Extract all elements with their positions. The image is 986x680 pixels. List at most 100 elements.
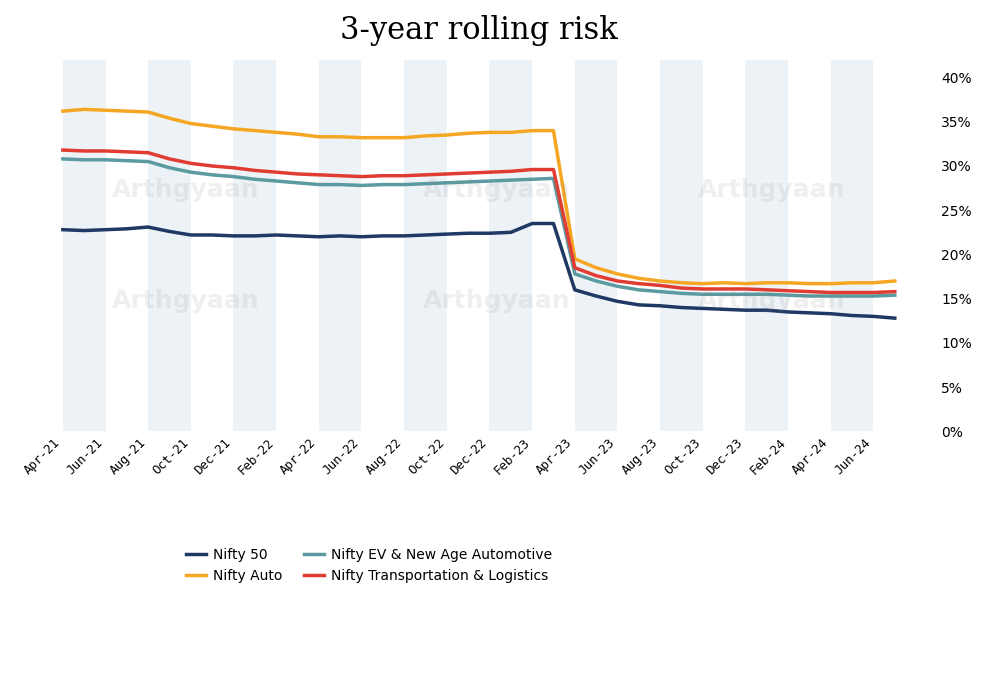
Bar — [403, 60, 447, 431]
Nifty EV & New Age Automotive — [824, 292, 836, 300]
Nifty 50 — [377, 232, 388, 240]
Nifty EV & New Age Automotive — [674, 289, 686, 297]
Nifty Transportation & Logistics — [739, 285, 750, 293]
Nifty EV & New Age Automotive — [248, 175, 260, 184]
Nifty EV & New Age Automotive — [654, 288, 666, 296]
Nifty Transportation & Logistics — [803, 288, 814, 296]
Nifty Auto — [824, 279, 836, 288]
Nifty 50 — [632, 301, 644, 309]
Bar — [318, 60, 361, 431]
Nifty Transportation & Logistics — [845, 288, 857, 296]
Nifty EV & New Age Automotive — [355, 182, 367, 190]
Nifty 50 — [483, 229, 495, 237]
Nifty 50 — [100, 226, 111, 234]
Nifty EV & New Age Automotive — [228, 173, 240, 181]
Nifty Transportation & Logistics — [632, 279, 644, 288]
Nifty Auto — [121, 107, 133, 115]
Nifty Auto — [313, 133, 324, 141]
Nifty Auto — [611, 270, 623, 278]
Nifty Auto — [696, 279, 708, 288]
Nifty Auto — [483, 129, 495, 137]
Nifty Transportation & Logistics — [461, 169, 473, 177]
Nifty Auto — [397, 133, 409, 141]
Nifty Transportation & Logistics — [377, 171, 388, 180]
Nifty EV & New Age Automotive — [888, 291, 900, 299]
Nifty 50 — [505, 228, 517, 237]
Nifty EV & New Age Automotive — [377, 180, 388, 188]
Nifty Auto — [419, 132, 431, 140]
Nifty Transportation & Logistics — [248, 167, 260, 175]
Nifty Auto — [78, 105, 90, 114]
Nifty 50 — [441, 230, 453, 238]
Nifty EV & New Age Automotive — [867, 292, 879, 300]
Nifty Transportation & Logistics — [590, 271, 601, 279]
Nifty EV & New Age Automotive — [718, 290, 730, 299]
Nifty EV & New Age Automotive — [590, 277, 601, 285]
Nifty Transportation & Logistics — [57, 146, 69, 154]
Text: Arthgyaan: Arthgyaan — [697, 290, 845, 313]
Nifty Transportation & Logistics — [397, 171, 409, 180]
Bar — [830, 60, 873, 431]
Nifty Auto — [270, 129, 282, 137]
Bar — [660, 60, 702, 431]
Nifty EV & New Age Automotive — [313, 180, 324, 188]
Nifty Transportation & Logistics — [867, 288, 879, 296]
Nifty EV & New Age Automotive — [611, 282, 623, 290]
Nifty Transportation & Logistics — [121, 148, 133, 156]
Nifty EV & New Age Automotive — [739, 290, 750, 299]
Text: Arthgyaan: Arthgyaan — [112, 290, 259, 313]
Nifty EV & New Age Automotive — [632, 286, 644, 294]
Nifty Transportation & Logistics — [782, 287, 794, 295]
Nifty 50 — [248, 232, 260, 240]
Nifty Auto — [184, 120, 196, 128]
Nifty 50 — [590, 292, 601, 300]
Line: Nifty Transportation & Logistics: Nifty Transportation & Logistics — [63, 150, 894, 292]
Nifty Transportation & Logistics — [78, 147, 90, 155]
Nifty EV & New Age Automotive — [164, 164, 176, 172]
Line: Nifty EV & New Age Automotive: Nifty EV & New Age Automotive — [63, 159, 894, 296]
Nifty Auto — [206, 122, 218, 131]
Nifty 50 — [718, 305, 730, 313]
Nifty Transportation & Logistics — [888, 288, 900, 296]
Nifty 50 — [206, 231, 218, 239]
Nifty 50 — [803, 309, 814, 317]
Nifty Transportation & Logistics — [184, 159, 196, 167]
Line: Nifty 50: Nifty 50 — [63, 224, 894, 318]
Nifty 50 — [867, 312, 879, 320]
Nifty 50 — [57, 226, 69, 234]
Nifty Auto — [355, 133, 367, 141]
Nifty Auto — [654, 277, 666, 285]
Nifty Auto — [526, 126, 537, 135]
Nifty Transportation & Logistics — [674, 284, 686, 292]
Nifty EV & New Age Automotive — [760, 290, 772, 299]
Nifty 50 — [845, 311, 857, 320]
Text: Arthgyaan: Arthgyaan — [112, 178, 259, 202]
Nifty EV & New Age Automotive — [568, 270, 580, 278]
Nifty Auto — [441, 131, 453, 139]
Nifty 50 — [461, 229, 473, 237]
Nifty EV & New Age Automotive — [397, 180, 409, 188]
Nifty Transportation & Logistics — [824, 288, 836, 296]
Nifty 50 — [547, 220, 559, 228]
Nifty 50 — [739, 306, 750, 314]
Nifty 50 — [526, 220, 537, 228]
Nifty Transportation & Logistics — [696, 285, 708, 293]
Nifty 50 — [419, 231, 431, 239]
Nifty EV & New Age Automotive — [184, 168, 196, 176]
Nifty Auto — [632, 274, 644, 282]
Nifty Transportation & Logistics — [334, 171, 346, 180]
Nifty Transportation & Logistics — [206, 162, 218, 170]
Nifty 50 — [121, 224, 133, 233]
Nifty Transportation & Logistics — [100, 147, 111, 155]
Nifty Auto — [164, 114, 176, 122]
Nifty 50 — [355, 233, 367, 241]
Nifty 50 — [78, 226, 90, 235]
Nifty Transportation & Logistics — [270, 168, 282, 176]
Nifty Transportation & Logistics — [164, 155, 176, 163]
Nifty 50 — [397, 232, 409, 240]
Nifty Transportation & Logistics — [611, 277, 623, 285]
Title: 3-year rolling risk: 3-year rolling risk — [339, 15, 617, 46]
Nifty 50 — [760, 306, 772, 314]
Bar — [148, 60, 190, 431]
Nifty Auto — [57, 107, 69, 115]
